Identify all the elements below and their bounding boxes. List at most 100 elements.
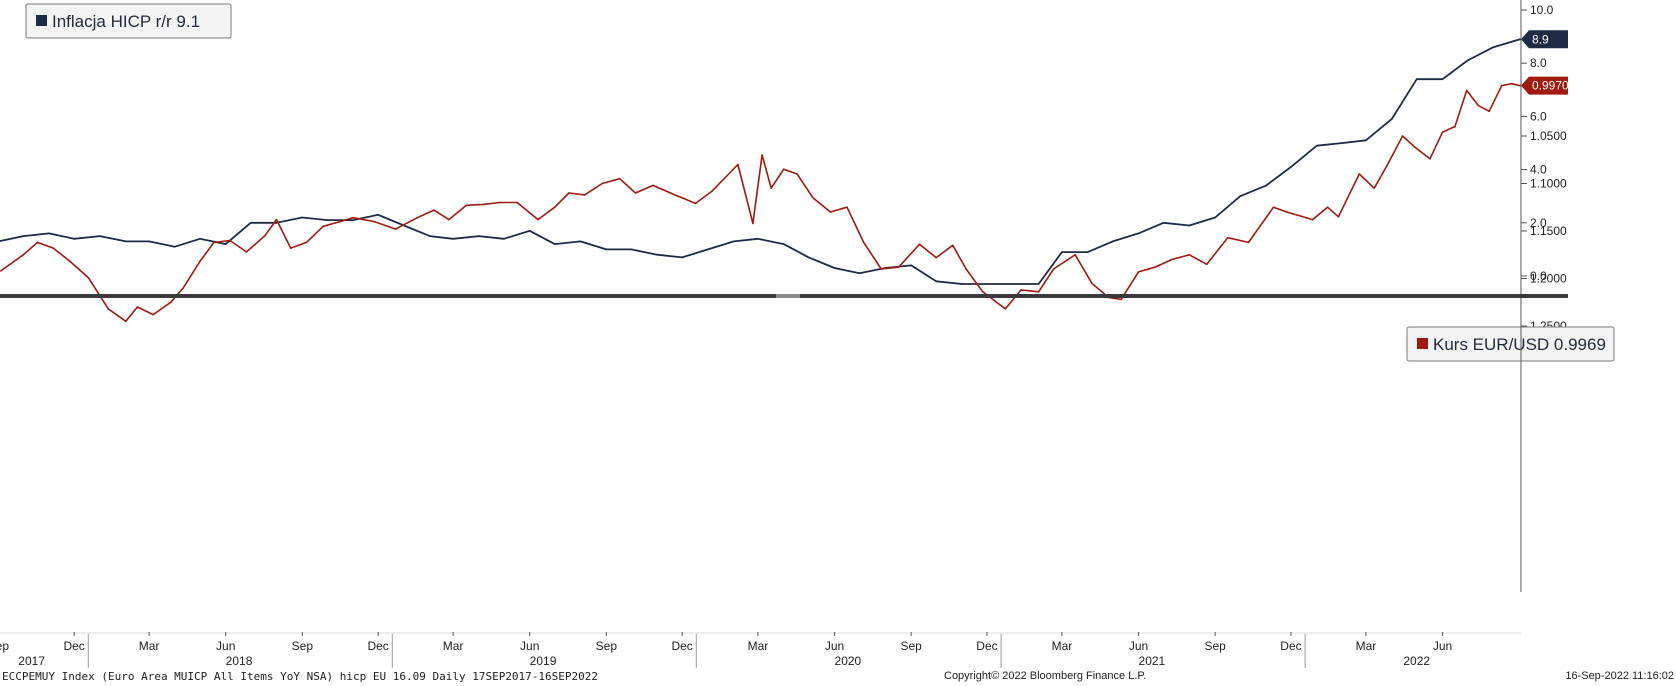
year-label: 2017 — [18, 654, 45, 668]
eurusd-data-point — [213, 241, 215, 244]
month-tick-label: Dec — [976, 639, 997, 653]
eurusd-data-point — [69, 260, 71, 263]
month-tick-label: Sep — [900, 639, 922, 653]
eurusd-data-point — [0, 270, 2, 272]
hicp-data-point — [1466, 59, 1469, 62]
y-tick-label: 1.1500 — [1530, 224, 1567, 238]
eurusd-data-point — [846, 206, 848, 208]
hicp-data-point — [22, 235, 25, 237]
eurusd-data-point — [1510, 82, 1513, 85]
eurusd-data-point — [373, 220, 375, 223]
eurusd-data-point — [897, 266, 900, 268]
eurusd-data-point — [770, 187, 772, 189]
hicp-data-point — [935, 280, 937, 283]
hicp-data-point — [503, 238, 505, 240]
eurusd-panel: 1.25001.20001.15001.10001.05000.9970Kurs… — [0, 76, 1615, 362]
eurusd-data-point — [761, 154, 763, 156]
hicp-data-point — [1214, 216, 1216, 219]
eurusd-data-point — [935, 256, 937, 259]
y-tick-label: 4.0 — [1530, 163, 1547, 177]
legend-box — [1406, 326, 1615, 362]
eurusd-data-point — [634, 192, 637, 194]
footer-timestamp: 16-Sep-2022 11:16:02 — [1565, 670, 1674, 682]
hicp-data-point — [48, 232, 50, 235]
hicp-legend: Inflacja HICP r/r 9.1 — [25, 3, 232, 39]
month-tick-label: Dec — [63, 639, 84, 653]
hicp-data-point — [1061, 251, 1063, 253]
year-label: 2022 — [1403, 654, 1430, 668]
time-axis: Sep Dec Mar Jun Sep Dec Mar Jun Sep Dec Mar Jun Sep D… — [0, 632, 1521, 668]
eurusd-data-point — [694, 202, 697, 205]
hicp-data-point — [1519, 38, 1521, 41]
eurusd-data-point — [107, 308, 110, 310]
hicp-data-point — [249, 222, 252, 224]
eurusd-data-point — [352, 216, 354, 219]
hicp-data-point — [1162, 222, 1165, 224]
hicp-data-point — [1111, 240, 1114, 243]
eurusd-data-point — [52, 247, 55, 249]
month-tick-label: Jun — [520, 639, 539, 653]
footer-copyright: Copyright© 2022 Bloomberg Finance L.P. — [944, 670, 1147, 682]
eurusd-data-point — [87, 276, 90, 279]
eurusd-data-point — [339, 220, 342, 223]
hicp-data-point — [73, 238, 75, 240]
month-tick-label: Mar — [139, 639, 160, 653]
y-tick-label: 1.1000 — [1530, 177, 1567, 191]
hicp-data-point — [1341, 142, 1344, 144]
year-label: 2020 — [835, 654, 862, 668]
hicp-data-point — [275, 222, 278, 224]
eurusd-legend: Kurs EUR/USD 0.9969 — [1406, 326, 1615, 362]
hicp-series-line — [0, 38, 1521, 285]
eurusd-data-point — [829, 211, 832, 213]
eurusd-data-point — [22, 254, 25, 256]
eurusd-data-point — [322, 225, 325, 228]
eurusd-data-point — [1488, 110, 1490, 113]
hicp-data-point — [352, 219, 354, 221]
hicp-data-point — [1290, 166, 1292, 168]
hicp-data-point — [656, 253, 658, 256]
hicp-data-point — [807, 256, 810, 259]
eurusd-data-point — [1247, 241, 1250, 244]
year-label: 2021 — [1139, 654, 1166, 668]
y-tick-label: 8.0 — [1530, 56, 1547, 70]
hicp-data-point — [174, 245, 176, 248]
hicp-data-point — [757, 238, 759, 240]
eurusd-data-point — [305, 241, 308, 244]
panel-divider-grip — [776, 294, 800, 298]
hicp-data-point — [605, 248, 608, 251]
eurusd-data-point — [1373, 187, 1375, 189]
eurusd-data-point — [1429, 158, 1431, 160]
hicp-data-point — [528, 230, 531, 232]
month-tick-label: Jun — [1433, 639, 1452, 653]
hicp-data-point — [961, 283, 963, 285]
hicp-data-point — [833, 267, 836, 269]
eurusd-data-point — [264, 235, 266, 237]
eurusd-data-point — [796, 173, 798, 175]
y-tick-label: 0.0 — [1530, 269, 1547, 283]
eurusd-data-point — [136, 306, 139, 308]
month-tick-label: Sep — [0, 639, 9, 653]
legend-box — [25, 3, 232, 39]
hicp-data-point — [1390, 118, 1393, 120]
eurusd-data-point — [1477, 104, 1480, 107]
last-value-tag: 8.9 — [1521, 30, 1568, 49]
hicp-data-point — [1037, 283, 1040, 285]
eurusd-data-point — [862, 241, 865, 244]
hicp-data-point — [553, 243, 556, 245]
legend-swatch — [36, 15, 47, 26]
eurusd-data-point — [1074, 254, 1076, 256]
month-tick-label: Mar — [1356, 639, 1377, 653]
eurusd-data-point — [880, 268, 882, 270]
eurusd-data-point — [1226, 236, 1229, 239]
eurusd-data-point — [152, 313, 154, 316]
eurusd-data-point — [289, 247, 292, 249]
year-label: 2019 — [530, 654, 557, 668]
month-tick-label: Jun — [825, 639, 844, 653]
eurusd-data-point — [952, 244, 954, 247]
eurusd-data-point — [169, 301, 172, 304]
hicp-data-point — [1415, 78, 1418, 80]
eurusd-data-point — [1004, 308, 1007, 310]
month-tick-label: Jun — [1129, 639, 1148, 653]
eurusd-data-point — [1465, 89, 1468, 92]
